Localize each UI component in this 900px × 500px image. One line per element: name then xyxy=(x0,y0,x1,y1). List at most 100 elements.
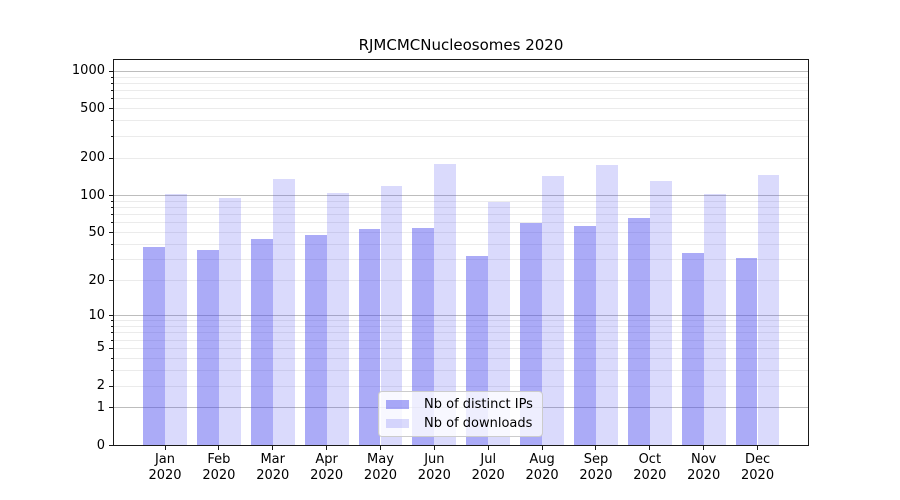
x-tick-mark xyxy=(164,446,166,450)
y-minor-tick-mark xyxy=(110,259,113,261)
y-tick-label: 0 xyxy=(96,437,105,453)
bar-downloads-apr xyxy=(326,192,349,445)
y-tick-label: 50 xyxy=(88,224,105,240)
bar-downloads-jan xyxy=(165,194,187,445)
bar-ips-may xyxy=(358,229,381,445)
minor-gridline xyxy=(114,339,808,341)
y-minor-tick-mark xyxy=(110,357,113,359)
legend-label: Nb of downloads xyxy=(424,416,533,431)
minor-gridline xyxy=(114,332,808,334)
minor-gridline xyxy=(114,135,808,137)
minor-gridline xyxy=(114,214,808,216)
minor-gridline xyxy=(114,357,808,359)
x-tick-mark xyxy=(379,446,381,450)
minor-gridline xyxy=(114,326,808,327)
y-tick-mark xyxy=(109,195,113,197)
minor-gridline xyxy=(114,369,808,371)
minor-gridline xyxy=(114,232,808,234)
y-minor-tick-mark xyxy=(110,332,113,334)
x-tick-label-jul: Jul 2020 xyxy=(471,452,505,483)
legend: Nb of distinct IPs Nb of downloads xyxy=(378,391,543,437)
major-gridline xyxy=(114,195,808,197)
bar-ips-apr xyxy=(304,234,327,445)
y-minor-tick-mark xyxy=(110,339,113,341)
y-minor-tick-mark xyxy=(110,243,113,245)
y-minor-tick-mark xyxy=(110,157,113,159)
x-tick-mark xyxy=(703,446,705,450)
bar-downloads-may xyxy=(380,185,403,445)
bar-ips-aug xyxy=(520,222,542,445)
y-tick-mark xyxy=(109,315,113,317)
x-tick-label-sep: Sep 2020 xyxy=(579,452,613,483)
minor-gridline xyxy=(114,90,808,92)
y-minor-tick-mark xyxy=(110,369,113,371)
bar-downloads-dec xyxy=(757,174,780,445)
y-minor-tick-mark xyxy=(110,326,113,327)
legend-label: Nb of distinct IPs xyxy=(424,397,533,412)
y-minor-tick-mark xyxy=(110,232,113,234)
bar-downloads-aug xyxy=(542,175,564,445)
minor-gridline xyxy=(114,347,808,349)
major-gridline xyxy=(114,315,808,317)
legend-row: Nb of downloads xyxy=(386,416,542,431)
minor-gridline xyxy=(114,108,808,110)
chart-title: RJMCMCNucleosomes 2020 xyxy=(358,36,564,54)
x-tick-label-apr: Apr 2020 xyxy=(310,452,344,483)
y-minor-tick-mark xyxy=(110,200,113,202)
x-tick-label-dec: Dec 2020 xyxy=(741,452,775,483)
y-minor-tick-mark xyxy=(110,90,113,92)
y-tick-label: 100 xyxy=(80,187,105,203)
x-tick-label-may: May 2020 xyxy=(363,452,398,483)
bar-downloads-mar xyxy=(272,179,295,445)
legend-row: Nb of distinct IPs xyxy=(386,397,542,412)
minor-gridline xyxy=(114,280,808,282)
x-tick-mark xyxy=(218,446,220,450)
y-minor-tick-mark xyxy=(110,108,113,110)
x-tick-mark xyxy=(487,446,489,450)
y-minor-tick-mark xyxy=(110,98,113,100)
y-tick-mark xyxy=(109,445,113,446)
x-tick-label-feb: Feb 2020 xyxy=(202,452,236,483)
x-tick-label-jun: Jun 2020 xyxy=(417,452,451,483)
legend-swatch xyxy=(386,400,409,409)
minor-gridline xyxy=(114,157,808,159)
x-tick-label-aug: Aug 2020 xyxy=(525,452,559,483)
bar-downloads-feb xyxy=(218,197,241,445)
y-tick-mark xyxy=(109,407,113,409)
minor-gridline xyxy=(114,82,808,84)
y-minor-tick-mark xyxy=(110,222,113,224)
bar-ips-feb xyxy=(196,249,219,445)
bar-ips-sep xyxy=(574,225,596,445)
bar-downloads-sep xyxy=(596,164,618,445)
minor-gridline xyxy=(114,207,808,208)
x-tick-label-mar: Mar 2020 xyxy=(256,452,290,483)
y-tick-label: 20 xyxy=(88,272,105,288)
bar-downloads-oct xyxy=(649,180,672,445)
x-tick-mark xyxy=(757,446,759,450)
y-minor-tick-mark xyxy=(110,76,113,78)
x-tick-mark xyxy=(433,446,435,450)
y-tick-label: 10 xyxy=(88,307,105,323)
bar-ips-jan xyxy=(143,247,165,445)
bar-ips-jun xyxy=(412,228,435,445)
bar-downloads-jul xyxy=(488,202,511,445)
y-tick-mark xyxy=(109,70,113,72)
y-minor-tick-mark xyxy=(110,214,113,216)
minor-gridline xyxy=(114,243,808,245)
x-tick-mark xyxy=(272,446,274,450)
y-tick-label: 1000 xyxy=(71,63,105,79)
y-minor-tick-mark xyxy=(110,207,113,208)
x-tick-mark xyxy=(649,446,651,450)
minor-gridline xyxy=(114,76,808,78)
y-tick-label: 5 xyxy=(96,340,105,356)
bar-ips-nov xyxy=(681,252,704,445)
y-minor-tick-mark xyxy=(110,280,113,282)
minor-gridline xyxy=(114,320,808,322)
bar-downloads-nov xyxy=(703,194,726,445)
x-tick-mark xyxy=(326,446,328,450)
x-tick-mark xyxy=(595,446,597,450)
y-tick-label: 1 xyxy=(96,399,105,415)
bar-ips-dec xyxy=(735,257,758,445)
minor-gridline xyxy=(114,222,808,224)
